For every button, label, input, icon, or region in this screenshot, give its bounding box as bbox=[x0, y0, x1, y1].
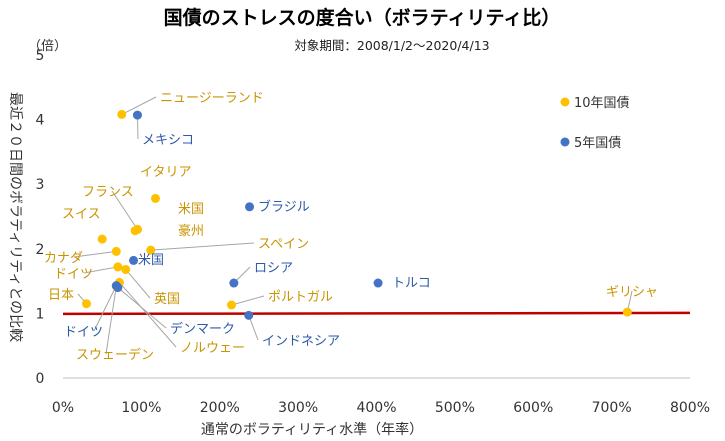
y-unit-label: （倍） bbox=[28, 39, 67, 54]
data-point bbox=[229, 278, 239, 288]
x-tick-labels: 0% 100% 200% 300% 400% 500% 600% 700% 800% bbox=[52, 400, 710, 416]
leader-line bbox=[105, 286, 117, 355]
data-label: 豪州 bbox=[178, 223, 204, 239]
y-tick-label: 2 bbox=[36, 242, 45, 258]
x-tick-label: 0% bbox=[52, 400, 74, 416]
data-label: スイス bbox=[62, 207, 101, 222]
data-point bbox=[244, 310, 254, 320]
data-label: ロシア bbox=[254, 261, 293, 276]
data-label: 英国 bbox=[154, 292, 180, 307]
data-point bbox=[132, 110, 142, 120]
data-label: ポルトガル bbox=[268, 290, 333, 305]
data-label: スペイン bbox=[258, 237, 309, 252]
data-label: トルコ bbox=[392, 276, 431, 291]
data-label: ギリシャ bbox=[606, 285, 658, 300]
leader-line bbox=[73, 250, 117, 258]
data-point bbox=[227, 300, 237, 310]
y-tick-label: 3 bbox=[36, 177, 45, 193]
x-tick-label: 300% bbox=[278, 400, 318, 416]
x-tick-label: 700% bbox=[592, 400, 632, 416]
data-points bbox=[82, 109, 632, 320]
data-point bbox=[245, 202, 255, 212]
data-point bbox=[146, 245, 156, 255]
x-tick-label: 400% bbox=[356, 400, 396, 416]
y-tick-labels: 0 1 2 3 4 5 bbox=[36, 48, 45, 387]
legend-label-10y: 10年国債 bbox=[574, 96, 630, 111]
data-point bbox=[82, 299, 92, 309]
data-point bbox=[117, 109, 127, 119]
leader-line bbox=[83, 266, 118, 274]
data-point bbox=[373, 278, 383, 288]
leader-line bbox=[119, 282, 177, 348]
data-point bbox=[121, 264, 131, 274]
data-point bbox=[97, 234, 107, 244]
data-label: フランス bbox=[82, 185, 134, 200]
y-tick-label: 5 bbox=[36, 48, 45, 64]
leader-line bbox=[231, 295, 265, 306]
data-label: 日本 bbox=[48, 288, 74, 303]
data-labels: ニュージーランドイタリアフランス米国豪州スイススペインカナダドイツ英国ノルウェー… bbox=[44, 91, 658, 363]
data-label: ブラジル bbox=[258, 199, 310, 215]
data-point bbox=[113, 283, 123, 293]
data-label: ドイツ bbox=[64, 325, 103, 340]
leader-line bbox=[121, 96, 157, 115]
leader-line bbox=[150, 242, 255, 251]
data-label: 米国 bbox=[138, 253, 164, 268]
y-tick-label: 1 bbox=[36, 306, 45, 322]
data-label: インドネシア bbox=[262, 334, 340, 349]
x-tick-label: 800% bbox=[670, 400, 710, 416]
data-label: 米国 bbox=[178, 202, 204, 217]
x-tick-label: 500% bbox=[435, 400, 475, 416]
leader-line bbox=[125, 269, 151, 299]
data-label: デンマーク bbox=[170, 321, 235, 337]
legend-marker-10y bbox=[560, 97, 570, 107]
leader-line bbox=[117, 287, 167, 329]
x-tick-label: 200% bbox=[200, 400, 240, 416]
leader-line bbox=[111, 190, 138, 230]
data-point bbox=[129, 255, 139, 265]
y-tick-label: 0 bbox=[36, 371, 45, 387]
data-label: カナダ bbox=[44, 251, 83, 266]
leader-line bbox=[93, 285, 117, 332]
data-label: ニュージーランド bbox=[160, 91, 264, 106]
reference-line-1x bbox=[62, 311, 691, 316]
data-label: イタリア bbox=[140, 165, 191, 180]
y-axis-title: 最近２０日間のボラティリティとの比較 bbox=[7, 92, 23, 342]
data-label: ドイツ bbox=[54, 267, 93, 282]
data-point bbox=[150, 193, 160, 203]
data-point bbox=[111, 246, 121, 256]
legend-label-5y: 5年国債 bbox=[574, 136, 621, 151]
x-tick-label: 600% bbox=[513, 400, 553, 416]
data-label: ノルウェー bbox=[180, 341, 245, 356]
data-point bbox=[113, 262, 123, 272]
x-axis-title: 通常のボラティリティ水準（年率） bbox=[201, 421, 423, 438]
legend-marker-5y bbox=[560, 137, 570, 147]
legend: 10年国債 5年国債 bbox=[560, 96, 630, 151]
y-tick-label: 4 bbox=[36, 113, 45, 129]
chart-title: 国債のストレスの度合い（ボラティリティ比） bbox=[164, 6, 561, 29]
data-point bbox=[622, 307, 632, 317]
data-label: スウェーデン bbox=[76, 347, 154, 363]
chart-subtitle: 対象期間：2008/1/2～2020/4/13 bbox=[294, 38, 489, 53]
data-point bbox=[130, 226, 140, 236]
data-label: メキシコ bbox=[142, 133, 194, 148]
x-tick-label: 100% bbox=[121, 400, 161, 416]
